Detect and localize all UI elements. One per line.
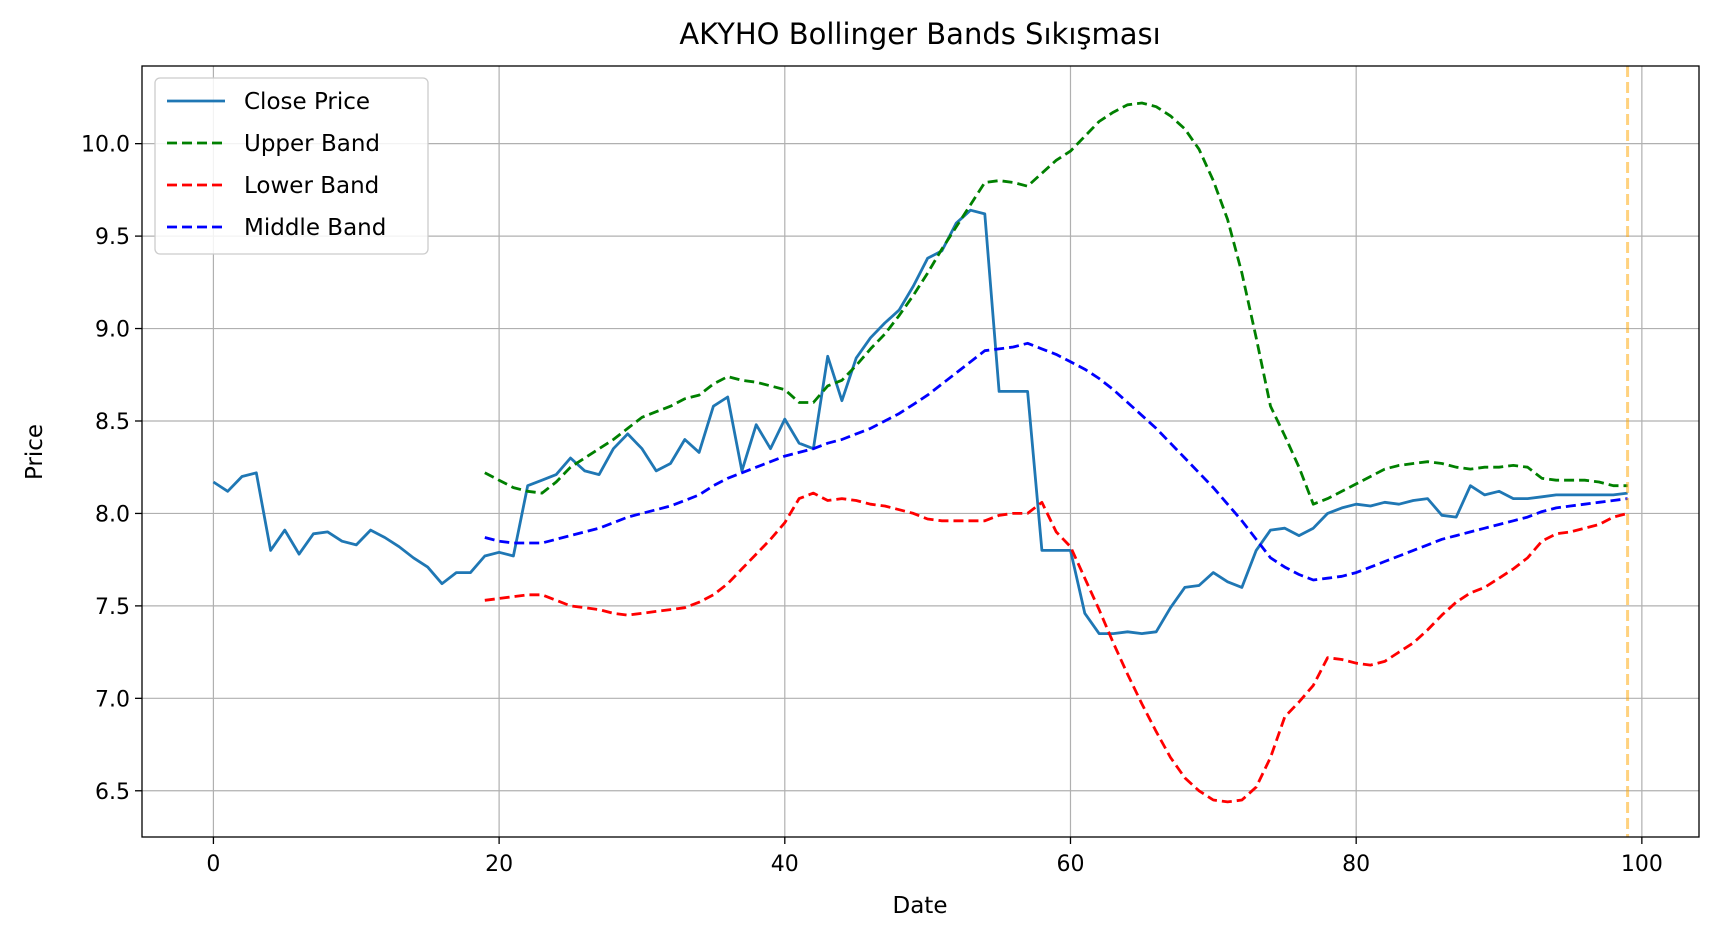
y-tick-label: 10.0 (81, 133, 130, 158)
y-tick-label: 9.5 (95, 225, 130, 250)
y-axis-ticks: 6.5 7.0 7.5 8.0 8.5 9.0 9.5 10.0 (81, 133, 142, 805)
series-line-upper-band (484, 101, 1628, 506)
legend-label: Upper Band (244, 131, 380, 157)
series-layer (212, 101, 1628, 804)
y-tick-label: 8.0 (95, 502, 130, 527)
chart-title: AKYHO Bollinger Bands Sıkışması (679, 17, 1160, 51)
x-axis-ticks: 0 20 40 60 80 100 (206, 837, 1663, 877)
y-tick-label: 8.5 (95, 410, 130, 435)
plot-frame (141, 65, 1700, 838)
series-line-lower-band (484, 491, 1628, 804)
legend-label: Middle Band (244, 215, 386, 241)
y-tick-label: 7.5 (95, 595, 130, 620)
x-axis-label: Date (893, 893, 948, 919)
x-tick-label: 100 (1621, 852, 1663, 877)
y-tick-label: 7.0 (95, 687, 130, 712)
x-tick-label: 40 (771, 852, 799, 877)
legend-label: Close Price (244, 89, 370, 115)
y-tick-label: 9.0 (95, 318, 130, 343)
series-line-middle-band (484, 341, 1628, 582)
y-axis-label: Price (22, 424, 48, 480)
x-tick-label: 80 (1342, 852, 1370, 877)
legend: Close Price Upper Band Lower Band Middle Ba… (154, 77, 429, 255)
x-tick-label: 20 (485, 852, 513, 877)
legend-box (154, 77, 429, 255)
legend-label: Lower Band (244, 173, 379, 199)
x-tick-label: 0 (206, 852, 220, 877)
y-tick-label: 6.5 (95, 780, 130, 805)
x-tick-label: 60 (1056, 852, 1084, 877)
series-line-close-price (212, 208, 1628, 635)
